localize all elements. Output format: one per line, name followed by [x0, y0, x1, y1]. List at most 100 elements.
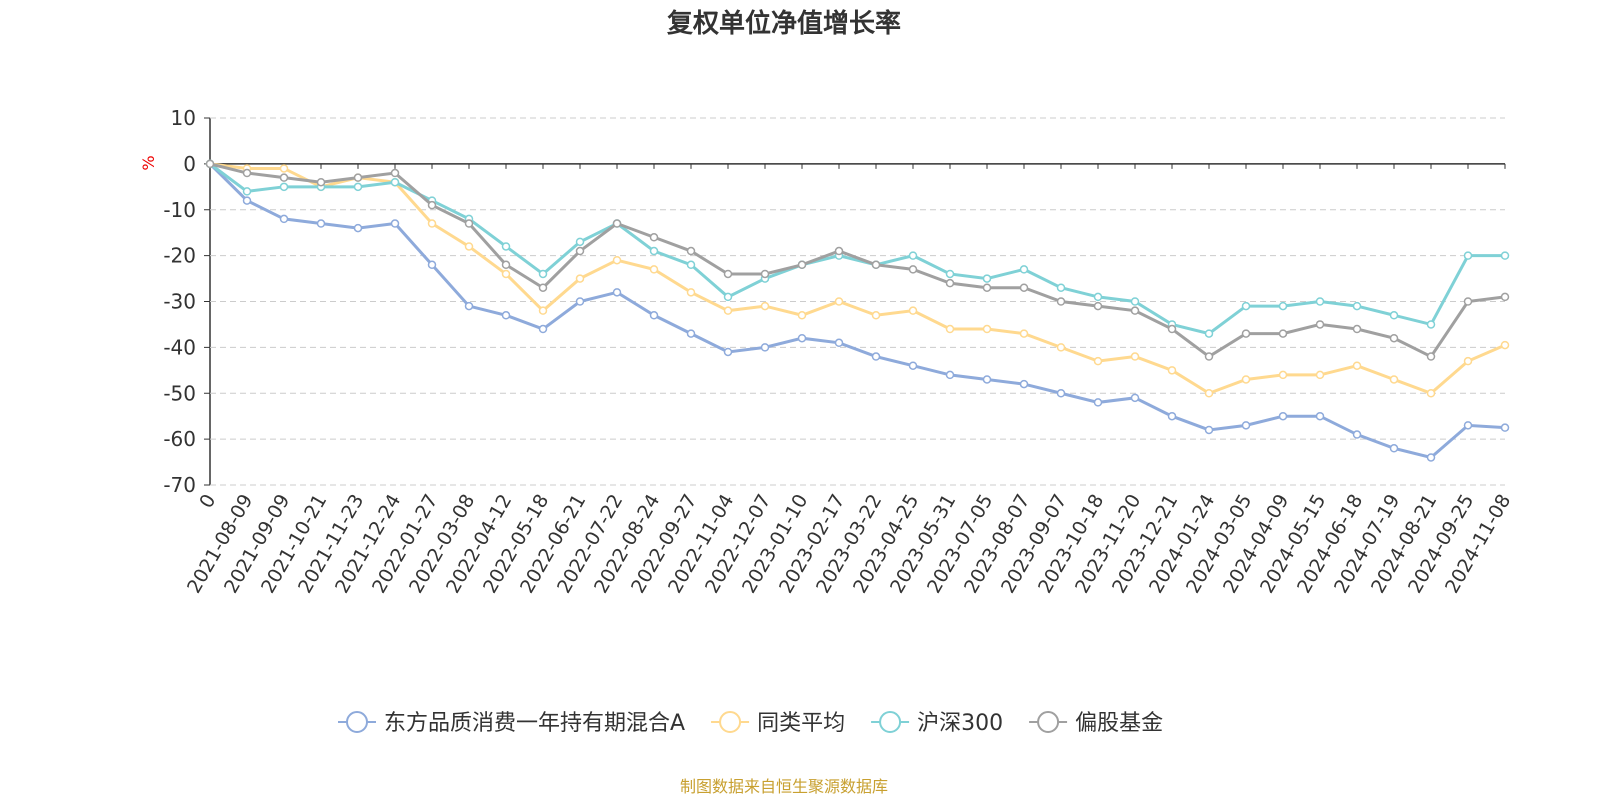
point [1056, 343, 1066, 352]
point [1093, 301, 1103, 311]
point [1500, 423, 1510, 432]
point [242, 196, 252, 205]
point [390, 168, 400, 178]
point [427, 219, 437, 228]
point [908, 251, 918, 260]
point [575, 297, 585, 306]
point [279, 214, 289, 224]
point [797, 260, 807, 270]
point [501, 311, 511, 320]
series-line [209, 162, 1506, 395]
point [316, 219, 326, 228]
point [1315, 320, 1325, 329]
chart-title: 复权单位净值增长率 [667, 8, 901, 39]
point [1093, 292, 1103, 302]
point [982, 274, 992, 283]
point [464, 242, 474, 251]
point [1426, 352, 1436, 361]
y-tick-label: -60 [163, 427, 196, 451]
point [390, 177, 400, 187]
point [945, 278, 955, 288]
point [686, 260, 696, 270]
point [1315, 411, 1325, 421]
point [760, 269, 770, 279]
point [945, 370, 955, 380]
point [1241, 421, 1251, 430]
point [1278, 329, 1288, 338]
point [723, 269, 733, 279]
point [797, 333, 807, 343]
point [1500, 251, 1510, 260]
point [1315, 297, 1325, 306]
point [612, 219, 622, 228]
point [945, 324, 955, 334]
point [279, 173, 289, 182]
point [464, 219, 474, 228]
point [723, 292, 733, 302]
y-tick-label: 10 [171, 106, 196, 130]
point [1426, 320, 1436, 329]
point [316, 177, 326, 187]
point [649, 265, 659, 274]
point [1204, 425, 1214, 435]
series-line [209, 162, 1505, 336]
legend-label: 沪深300 [917, 711, 1003, 736]
point [1352, 361, 1362, 370]
point [205, 159, 215, 169]
point [1463, 297, 1473, 306]
point [1130, 306, 1140, 315]
point [538, 324, 548, 334]
point [1019, 379, 1029, 389]
legend-marker [879, 711, 902, 733]
point [908, 361, 918, 370]
y-tick-label: -50 [163, 381, 196, 405]
series-line [208, 162, 1506, 460]
legend-label: 东方品质消费一年持有期混合A [384, 711, 685, 736]
point [1204, 389, 1214, 398]
point [1019, 329, 1029, 338]
point [1130, 297, 1140, 306]
point [1093, 398, 1103, 407]
point [1056, 283, 1066, 292]
point [1426, 453, 1436, 462]
point [871, 311, 881, 320]
point [908, 265, 918, 274]
point [1463, 356, 1473, 366]
legend-marker [1037, 711, 1060, 733]
point [538, 283, 548, 292]
point [1167, 324, 1177, 334]
point [1500, 340, 1510, 350]
point [723, 347, 733, 357]
point [871, 260, 881, 270]
point [1093, 356, 1103, 366]
point [723, 306, 733, 315]
point [501, 269, 511, 279]
point [242, 187, 252, 196]
point [1389, 375, 1399, 384]
point [908, 306, 918, 315]
point [1389, 311, 1399, 320]
point [1241, 301, 1251, 311]
point [1204, 352, 1214, 361]
legend-label: 偏股基金 [1075, 711, 1163, 736]
point [279, 182, 289, 192]
y-unit: % [139, 155, 158, 170]
point [1241, 375, 1251, 384]
point [1167, 366, 1177, 375]
point [427, 260, 437, 270]
point [1241, 329, 1251, 338]
point [1463, 421, 1473, 430]
point [575, 274, 585, 283]
point [834, 246, 844, 256]
point [1056, 389, 1066, 398]
point [982, 375, 992, 384]
point [575, 246, 585, 256]
point [1389, 444, 1399, 453]
point [945, 269, 955, 279]
y-tick-label: 0 [183, 152, 196, 176]
point [1019, 283, 1029, 292]
point [1278, 370, 1288, 380]
point [353, 223, 363, 233]
point [1278, 411, 1288, 421]
